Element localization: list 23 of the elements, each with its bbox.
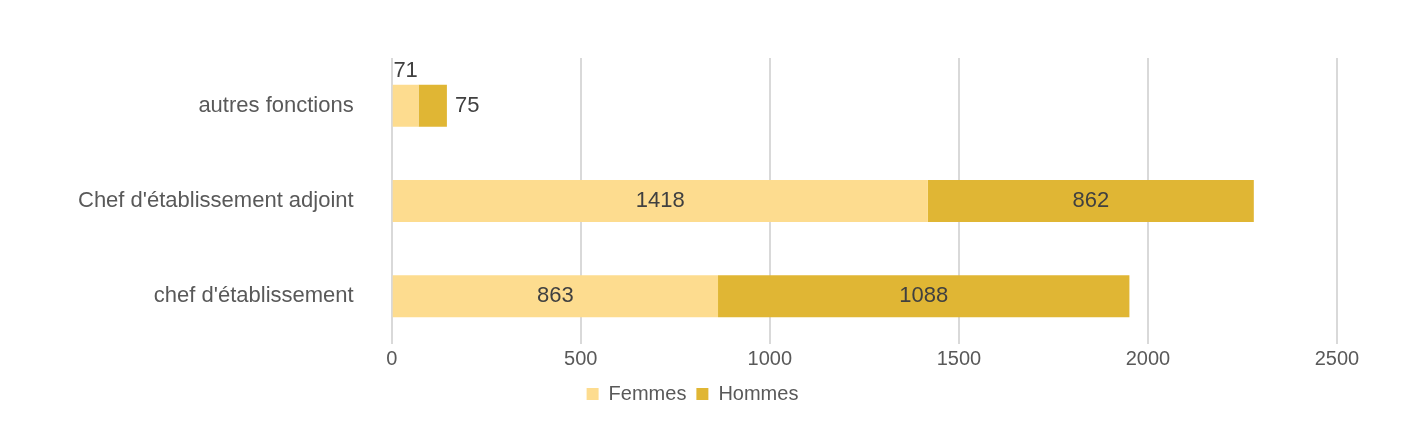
bar xyxy=(392,275,719,318)
x-tick-label: 1500 xyxy=(936,346,982,369)
x-tick-label: 1000 xyxy=(747,346,793,369)
y-tick-label: Chef d'établissement adjoint xyxy=(78,187,354,213)
bar xyxy=(418,84,447,127)
legend-label: Femmes xyxy=(608,381,687,404)
x-tick-label: 2000 xyxy=(1125,346,1171,369)
y-tick-label: chef d'établissement xyxy=(153,282,354,308)
x-tick-label: 2500 xyxy=(1314,346,1360,369)
data-label: 862 xyxy=(1072,187,1110,213)
data-label: 1418 xyxy=(635,187,685,213)
bar xyxy=(392,84,419,127)
bar xyxy=(927,180,1254,222)
y-tick-label: autres fonctions xyxy=(198,91,354,117)
bar xyxy=(392,180,928,222)
bar xyxy=(718,275,1130,318)
x-tick-label: 0 xyxy=(386,346,398,369)
legend-label: Hommes xyxy=(718,381,799,404)
data-label: 863 xyxy=(537,282,574,308)
data-label: 75 xyxy=(454,91,480,117)
data-label: 1088 xyxy=(899,282,949,308)
x-tick-label: 500 xyxy=(564,346,598,369)
data-label: 71 xyxy=(393,56,418,82)
